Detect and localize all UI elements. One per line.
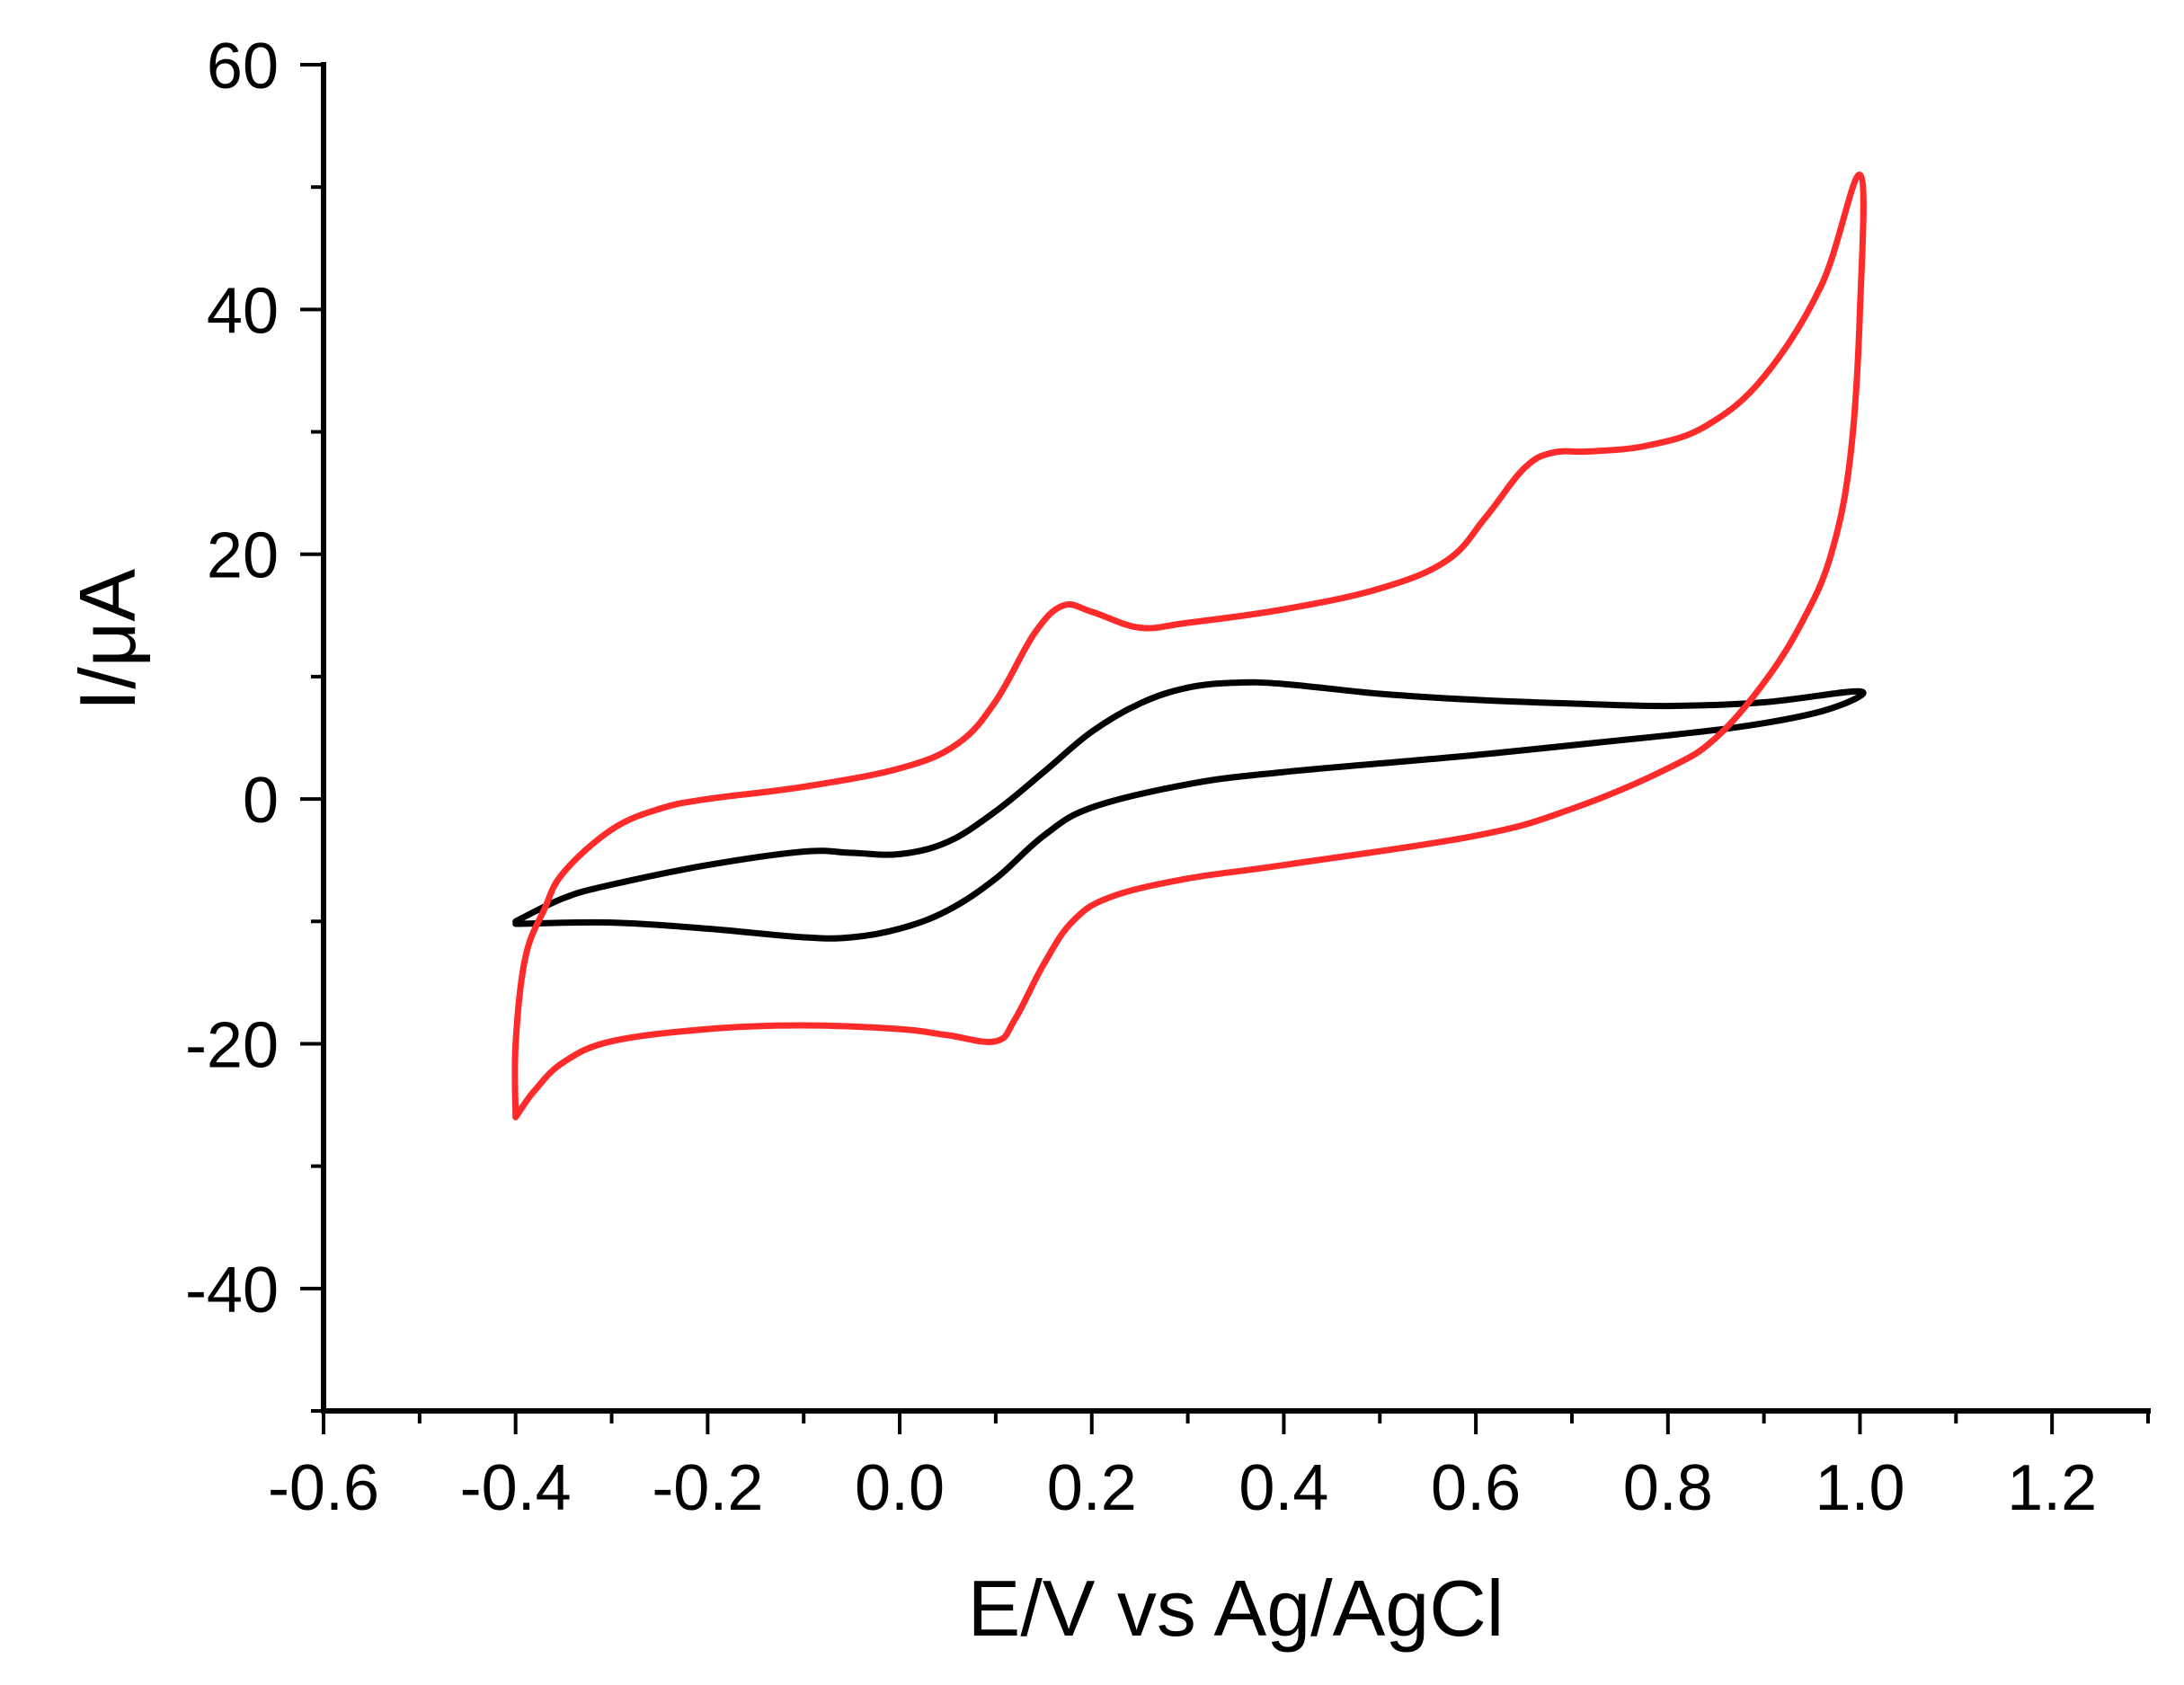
series-black-cv (512, 678, 1867, 942)
y-axis-ticks: -40 -20 0 20 40 60 (185, 31, 324, 1413)
x-tick-label: 0.8 (1623, 1452, 1713, 1524)
x-tick-label: 1.2 (2007, 1452, 2097, 1524)
plot-area: -0.6 -0.4 -0.2 0.0 0.2 0.4 0.6 0.8 1.0 1.2 -40 -20… (185, 31, 2151, 1524)
series-red-cv (511, 172, 1867, 1121)
x-tick-label: 0.0 (855, 1452, 945, 1524)
x-tick-label: 1.0 (1815, 1452, 1904, 1524)
series-layer (511, 172, 1867, 1121)
x-tick-label: 0.2 (1047, 1452, 1137, 1524)
y-tick-label: 60 (207, 31, 279, 102)
x-tick-label: -0.2 (652, 1452, 763, 1524)
y-tick-label: 20 (207, 520, 279, 592)
x-tick-label: 0.4 (1238, 1452, 1328, 1524)
y-tick-label: -20 (185, 1009, 279, 1081)
x-tick-label: -0.6 (268, 1452, 379, 1524)
y-axis-title: I/μA (63, 569, 152, 712)
y-tick-label: 40 (207, 275, 279, 347)
x-axis-title: E/V vs Ag/AgCl (968, 1564, 1505, 1653)
x-tick-label: 0.6 (1431, 1452, 1521, 1524)
x-axis-ticks: -0.6 -0.4 -0.2 0.0 0.2 0.4 0.6 0.8 1.0 1.2 (268, 1411, 2150, 1524)
y-tick-label: 0 (243, 765, 279, 837)
y-tick-label: -40 (185, 1255, 279, 1326)
x-tick-label: -0.4 (460, 1452, 572, 1524)
